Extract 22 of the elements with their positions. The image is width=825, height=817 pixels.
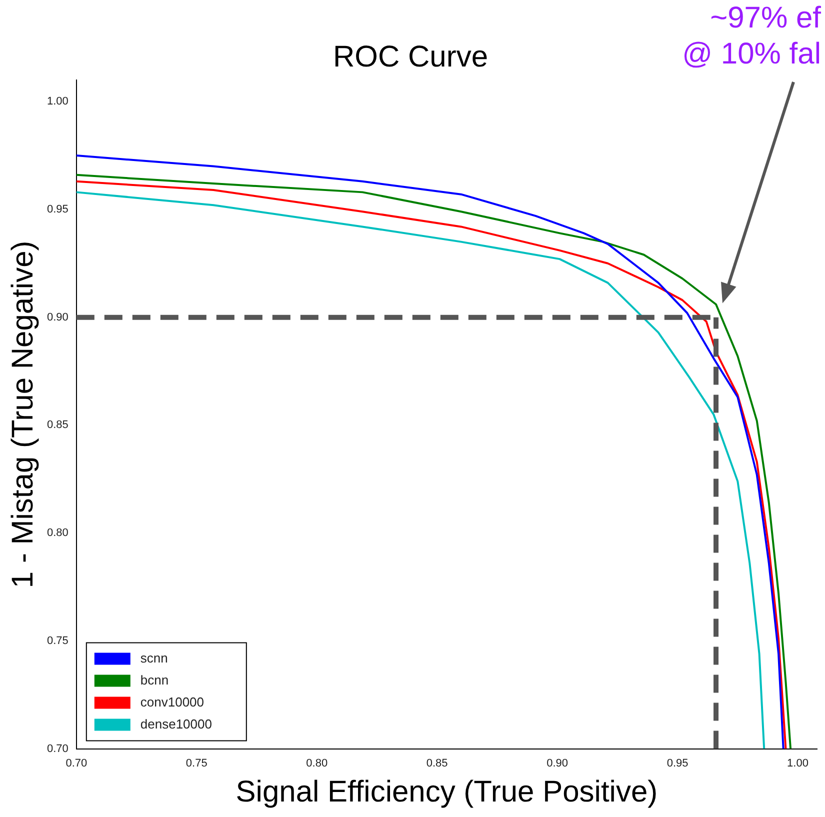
y-axis-title: 1 - Mistag (True Negative) (6, 240, 40, 588)
y-tick-label: 0.85 (46, 419, 68, 432)
x-tick-label: 0.90 (546, 757, 568, 770)
y-tick-label: 0.75 (46, 634, 68, 647)
legend-label: scnn (140, 650, 168, 666)
legend-label: dense10000 (140, 716, 212, 732)
chart-title: ROC Curve (332, 40, 488, 74)
text: ~97% ef @ 10% fal (682, 1, 822, 70)
x-tick-label: 0.95 (666, 757, 688, 770)
y-tick-label: 1.00 (46, 96, 68, 108)
legend-label: bcnn (140, 672, 169, 688)
x-tick-label: 1.00 (787, 757, 808, 770)
y-tick-label: 0.90 (46, 311, 68, 324)
x-tick-label: 0.70 (66, 757, 88, 770)
y-tick-label: 0.95 (46, 203, 68, 216)
x-tick-label: 0.85 (426, 757, 448, 770)
x-tick-label: 0.80 (306, 757, 328, 770)
x-axis-title: Signal Efficiency (True Positive) (236, 775, 658, 808)
y-tick-label: 0.80 (46, 527, 68, 540)
legend-label: conv10000 (140, 694, 204, 710)
x-tick-label: 0.75 (186, 757, 208, 770)
y-tick-label: 0.70 (46, 742, 68, 755)
